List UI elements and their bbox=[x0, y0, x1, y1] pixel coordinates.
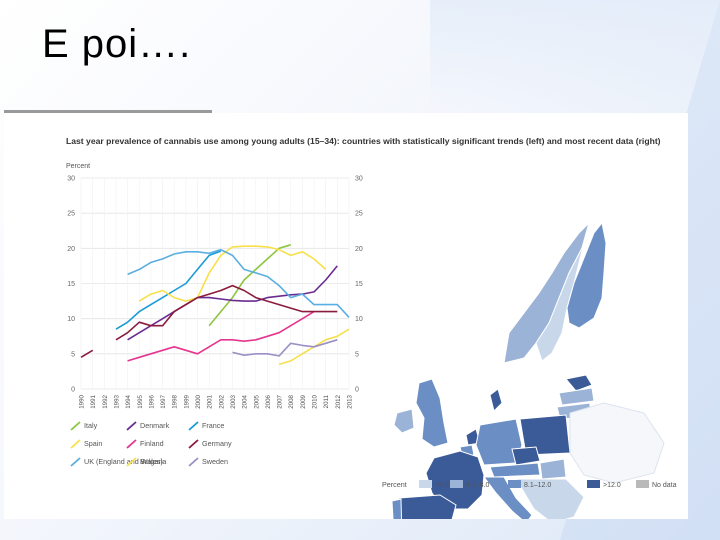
figure-heading: Last year prevalence of cannabis use amo… bbox=[66, 136, 661, 146]
map-region-ireland bbox=[393, 408, 415, 434]
map-region-denmark bbox=[489, 388, 503, 412]
series-line-uk-england-and-wales- bbox=[127, 248, 350, 318]
x-tick-label: 2007 bbox=[277, 394, 284, 408]
map-region-sweden bbox=[535, 222, 590, 362]
legend-swatch bbox=[188, 439, 199, 449]
legend-swatch bbox=[126, 457, 137, 467]
map-region-portugal bbox=[391, 498, 403, 519]
series-line-spain bbox=[138, 245, 327, 302]
y-tick-label: 5 bbox=[71, 351, 75, 358]
series-line-finland bbox=[127, 310, 315, 362]
legend-swatch bbox=[70, 439, 81, 449]
x-tick-label: 2003 bbox=[230, 394, 237, 408]
map-region-eastern-europe bbox=[569, 402, 665, 484]
x-tick-label: 2001 bbox=[207, 394, 214, 408]
y-tick-label-right: 15 bbox=[355, 281, 363, 288]
x-tick-label: 1994 bbox=[125, 394, 132, 408]
y-tick-label-right: 25 bbox=[355, 211, 363, 218]
x-tick-label: 2004 bbox=[242, 394, 249, 408]
y-tick-label: 15 bbox=[67, 281, 75, 288]
x-tick-label: 2000 bbox=[195, 394, 202, 408]
series-line-sweden bbox=[232, 339, 338, 357]
figure-canvas: Last year prevalence of cannabis use amo… bbox=[66, 136, 677, 519]
map-legend-label: 8.1–12.0 bbox=[524, 482, 551, 489]
legend-label: Bulgaria bbox=[140, 457, 166, 466]
map-region-czech-republic bbox=[511, 446, 541, 466]
map-region-austria bbox=[489, 462, 541, 478]
map-region-spain bbox=[398, 494, 457, 519]
y-tick-label-right: 0 bbox=[355, 387, 359, 394]
map-legend-label: 4.1–8.0 bbox=[466, 482, 489, 489]
map-region-hungary bbox=[539, 458, 567, 480]
map-region-finland bbox=[566, 221, 607, 329]
map-region-uk bbox=[415, 378, 449, 448]
legend-label: Spain bbox=[84, 439, 102, 448]
x-tick-label: 1997 bbox=[160, 394, 167, 408]
x-tick-label: 2011 bbox=[323, 394, 330, 408]
legend-label: Germany bbox=[202, 439, 232, 448]
y-tick-label-right: 20 bbox=[355, 246, 363, 253]
map-legend-swatch bbox=[450, 480, 463, 488]
map-legend-label: <4.0 bbox=[435, 482, 449, 489]
map-region-balkans bbox=[515, 478, 585, 519]
x-tick-label: 2010 bbox=[312, 394, 319, 408]
x-tick-label: 1995 bbox=[137, 394, 144, 408]
map-legend-label: >12.0 bbox=[603, 482, 621, 489]
legend-label: Denmark bbox=[140, 421, 170, 430]
x-tick-label: 2002 bbox=[218, 394, 225, 408]
series-line-germany bbox=[80, 284, 338, 358]
x-tick-label: 2008 bbox=[288, 394, 295, 408]
map-legend-swatch bbox=[508, 480, 521, 488]
x-tick-label: 1990 bbox=[79, 394, 86, 408]
y-tick-label-right: 5 bbox=[355, 351, 359, 358]
legend-swatch bbox=[70, 421, 81, 431]
europe-map bbox=[391, 221, 665, 519]
x-tick-label: 1991 bbox=[90, 394, 97, 408]
map-region-estonia bbox=[565, 374, 593, 392]
x-tick-label: 1996 bbox=[148, 394, 155, 408]
legend-swatch bbox=[188, 421, 199, 431]
x-tick-label: 1993 bbox=[113, 394, 120, 408]
x-tick-label: 2005 bbox=[253, 394, 260, 408]
legend-swatch bbox=[70, 457, 81, 467]
y-tick-label: 0 bbox=[71, 387, 75, 394]
legend-swatch bbox=[126, 421, 137, 431]
legend-label: Italy bbox=[84, 421, 98, 430]
map-region-italy bbox=[483, 476, 533, 519]
x-tick-label: 2006 bbox=[265, 394, 272, 408]
x-tick-label: 1999 bbox=[183, 394, 190, 408]
x-tick-label: 2012 bbox=[335, 394, 342, 408]
x-tick-label: 2009 bbox=[300, 394, 307, 408]
legend-swatch bbox=[188, 457, 199, 467]
y-tick-label-right: 10 bbox=[355, 316, 363, 323]
map-legend: Percent <4.0 4.1–8.0 8.1–12.0 >12.0 No data bbox=[382, 480, 677, 489]
x-tick-label: 1992 bbox=[102, 394, 109, 408]
legend-label: Sweden bbox=[202, 457, 228, 466]
legend-label: France bbox=[202, 421, 224, 430]
map-legend-label: No data bbox=[652, 482, 677, 489]
legend-label: Finland bbox=[140, 439, 164, 448]
x-tick-label: 2013 bbox=[347, 394, 354, 408]
legend-label: UK (England and Wales) bbox=[84, 457, 163, 466]
y-axis-label: Percent bbox=[66, 163, 90, 170]
legend-swatch bbox=[126, 439, 137, 449]
map-legend-swatch bbox=[636, 480, 649, 488]
map-region-latvia bbox=[558, 387, 595, 406]
x-tick-label: 1998 bbox=[172, 394, 179, 408]
y-tick-label-right: 30 bbox=[355, 176, 363, 183]
background-decoration bbox=[430, 0, 720, 110]
map-legend-swatch bbox=[419, 480, 432, 488]
y-tick-label: 20 bbox=[67, 246, 75, 253]
y-tick-label: 25 bbox=[67, 211, 75, 218]
line-chart: Percent 0 0 5 5 10 10 15 15 20 20 25 25 30 30 1990 1991 1… bbox=[66, 163, 363, 467]
y-tick-label: 10 bbox=[67, 316, 75, 323]
map-legend-title: Percent bbox=[382, 480, 407, 489]
map-legend-swatch bbox=[587, 480, 600, 488]
series-line-italy bbox=[208, 244, 291, 327]
slide-title: E poi…. bbox=[42, 22, 192, 66]
y-tick-label: 30 bbox=[67, 176, 75, 183]
title-underline bbox=[4, 110, 212, 113]
figure-panel: Last year prevalence of cannabis use amo… bbox=[4, 113, 688, 519]
